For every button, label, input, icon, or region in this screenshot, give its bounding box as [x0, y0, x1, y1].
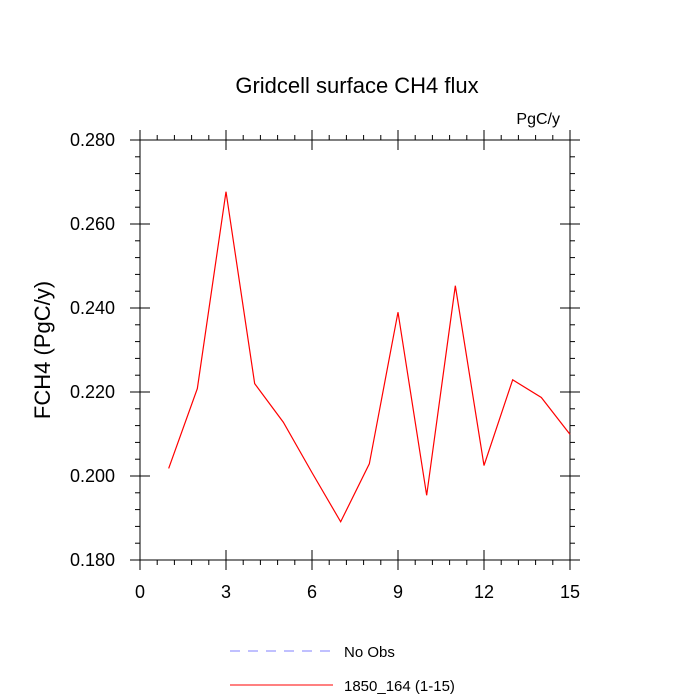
x-tick-label: 3 [221, 582, 231, 602]
y-tick-label: 0.260 [70, 214, 115, 234]
x-tick-label: 0 [135, 582, 145, 602]
plot-frame [139, 139, 571, 561]
y-tick-label: 0.280 [70, 130, 115, 150]
x-tick-label: 15 [560, 582, 580, 602]
x-tick-label: 9 [393, 582, 403, 602]
legend-label: No Obs [344, 644, 395, 661]
y-tick-label: 0.200 [70, 466, 115, 486]
y-tick-label: 0.220 [70, 382, 115, 402]
y-tick-label: 0.180 [70, 550, 115, 570]
series-line [168, 191, 571, 524]
x-tick-label: 6 [307, 582, 317, 602]
major-ticks [130, 130, 580, 570]
chart-title: Gridcell surface CH4 flux [235, 73, 478, 98]
x-tick-label: 12 [474, 582, 494, 602]
y-axis-label: FCH4 (PgC/y) [30, 281, 55, 419]
series-layer [168, 191, 571, 524]
minor-ticks [135, 135, 575, 565]
legend-label: 1850_164 (1-15) [344, 678, 455, 695]
tick-labels: 0 3 6 9 12 15 0.180 0.200 0.220 0.240 0.260 0.280 [70, 130, 580, 602]
units-label: PgC/y [516, 111, 560, 128]
y-tick-label: 0.240 [70, 298, 115, 318]
legend: No Obs 1850_164 (1-15) [230, 644, 455, 695]
